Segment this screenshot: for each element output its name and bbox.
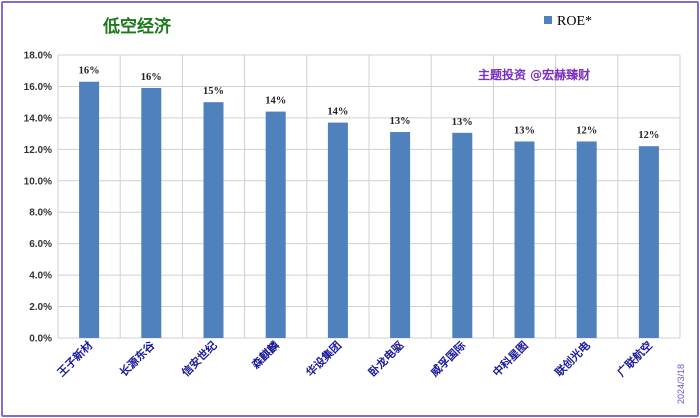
y-axis-ticks: 0.0% 2.0% 4.0% 6.0% 8.0% 10.0% 12.0% 14.0% 16.0%…	[24, 51, 52, 345]
date-note: 2024/3/18	[676, 364, 686, 404]
category-label: 森麒麟	[249, 338, 283, 372]
legend-label: ROE*	[557, 14, 592, 29]
y-tick-label: 8.0%	[29, 208, 52, 219]
data-label: 13%	[452, 117, 473, 128]
data-label: 12%	[576, 125, 597, 136]
bar	[327, 122, 348, 338]
bar	[265, 111, 286, 338]
category-label: 信安世纪	[179, 338, 220, 379]
data-label: 14%	[327, 107, 348, 118]
bar	[141, 88, 162, 339]
y-tick-label: 10.0%	[24, 176, 52, 187]
bar	[79, 81, 100, 338]
data-label: 15%	[203, 86, 224, 97]
data-label: 13%	[390, 116, 411, 127]
data-label: 16%	[141, 72, 162, 83]
y-tick-label: 0.0%	[29, 334, 52, 345]
bar	[203, 102, 224, 339]
legend: ROE*	[544, 14, 592, 29]
category-label: 华设集团	[303, 338, 344, 379]
category-labels: 王子新材 长源东谷 信安世纪 森麒麟 华设集团 卧龙电驱 威孚国际 中科星图 联创光电 广联航空	[54, 338, 655, 380]
category-label: 卧龙电驱	[365, 338, 406, 379]
category-label: 广联航空	[614, 338, 655, 379]
bar	[452, 132, 473, 338]
data-label: 14%	[265, 96, 286, 107]
y-tick-label: 6.0%	[29, 239, 52, 250]
data-label: 16%	[79, 66, 100, 77]
watermark-text: 主题投资 @宏赫臻财	[478, 67, 590, 82]
bar	[390, 132, 411, 338]
category-label: 威孚国际	[427, 338, 468, 379]
y-tick-label: 16.0%	[24, 82, 52, 93]
bars	[79, 81, 659, 339]
bar	[576, 141, 597, 338]
y-tick-label: 2.0%	[29, 302, 52, 313]
legend-swatch	[544, 16, 552, 24]
category-label: 中科星图	[490, 338, 531, 379]
data-label: 12%	[638, 130, 659, 141]
bar	[638, 146, 659, 338]
y-tick-label: 12.0%	[24, 145, 52, 156]
y-tick-label: 14.0%	[24, 113, 52, 124]
category-label: 联创光电	[552, 338, 593, 379]
bar	[514, 141, 535, 338]
data-labels: 16% 16% 15% 14% 14% 13% 13% 13% 12% 12%	[79, 66, 660, 141]
gridlines	[57, 54, 681, 339]
y-tick-label: 18.0%	[24, 51, 52, 62]
data-label: 13%	[514, 125, 535, 136]
category-label: 长源东谷	[116, 338, 158, 380]
chart-title: 低空经济	[102, 16, 172, 37]
y-tick-label: 4.0%	[29, 271, 52, 282]
category-label: 王子新材	[54, 338, 95, 379]
